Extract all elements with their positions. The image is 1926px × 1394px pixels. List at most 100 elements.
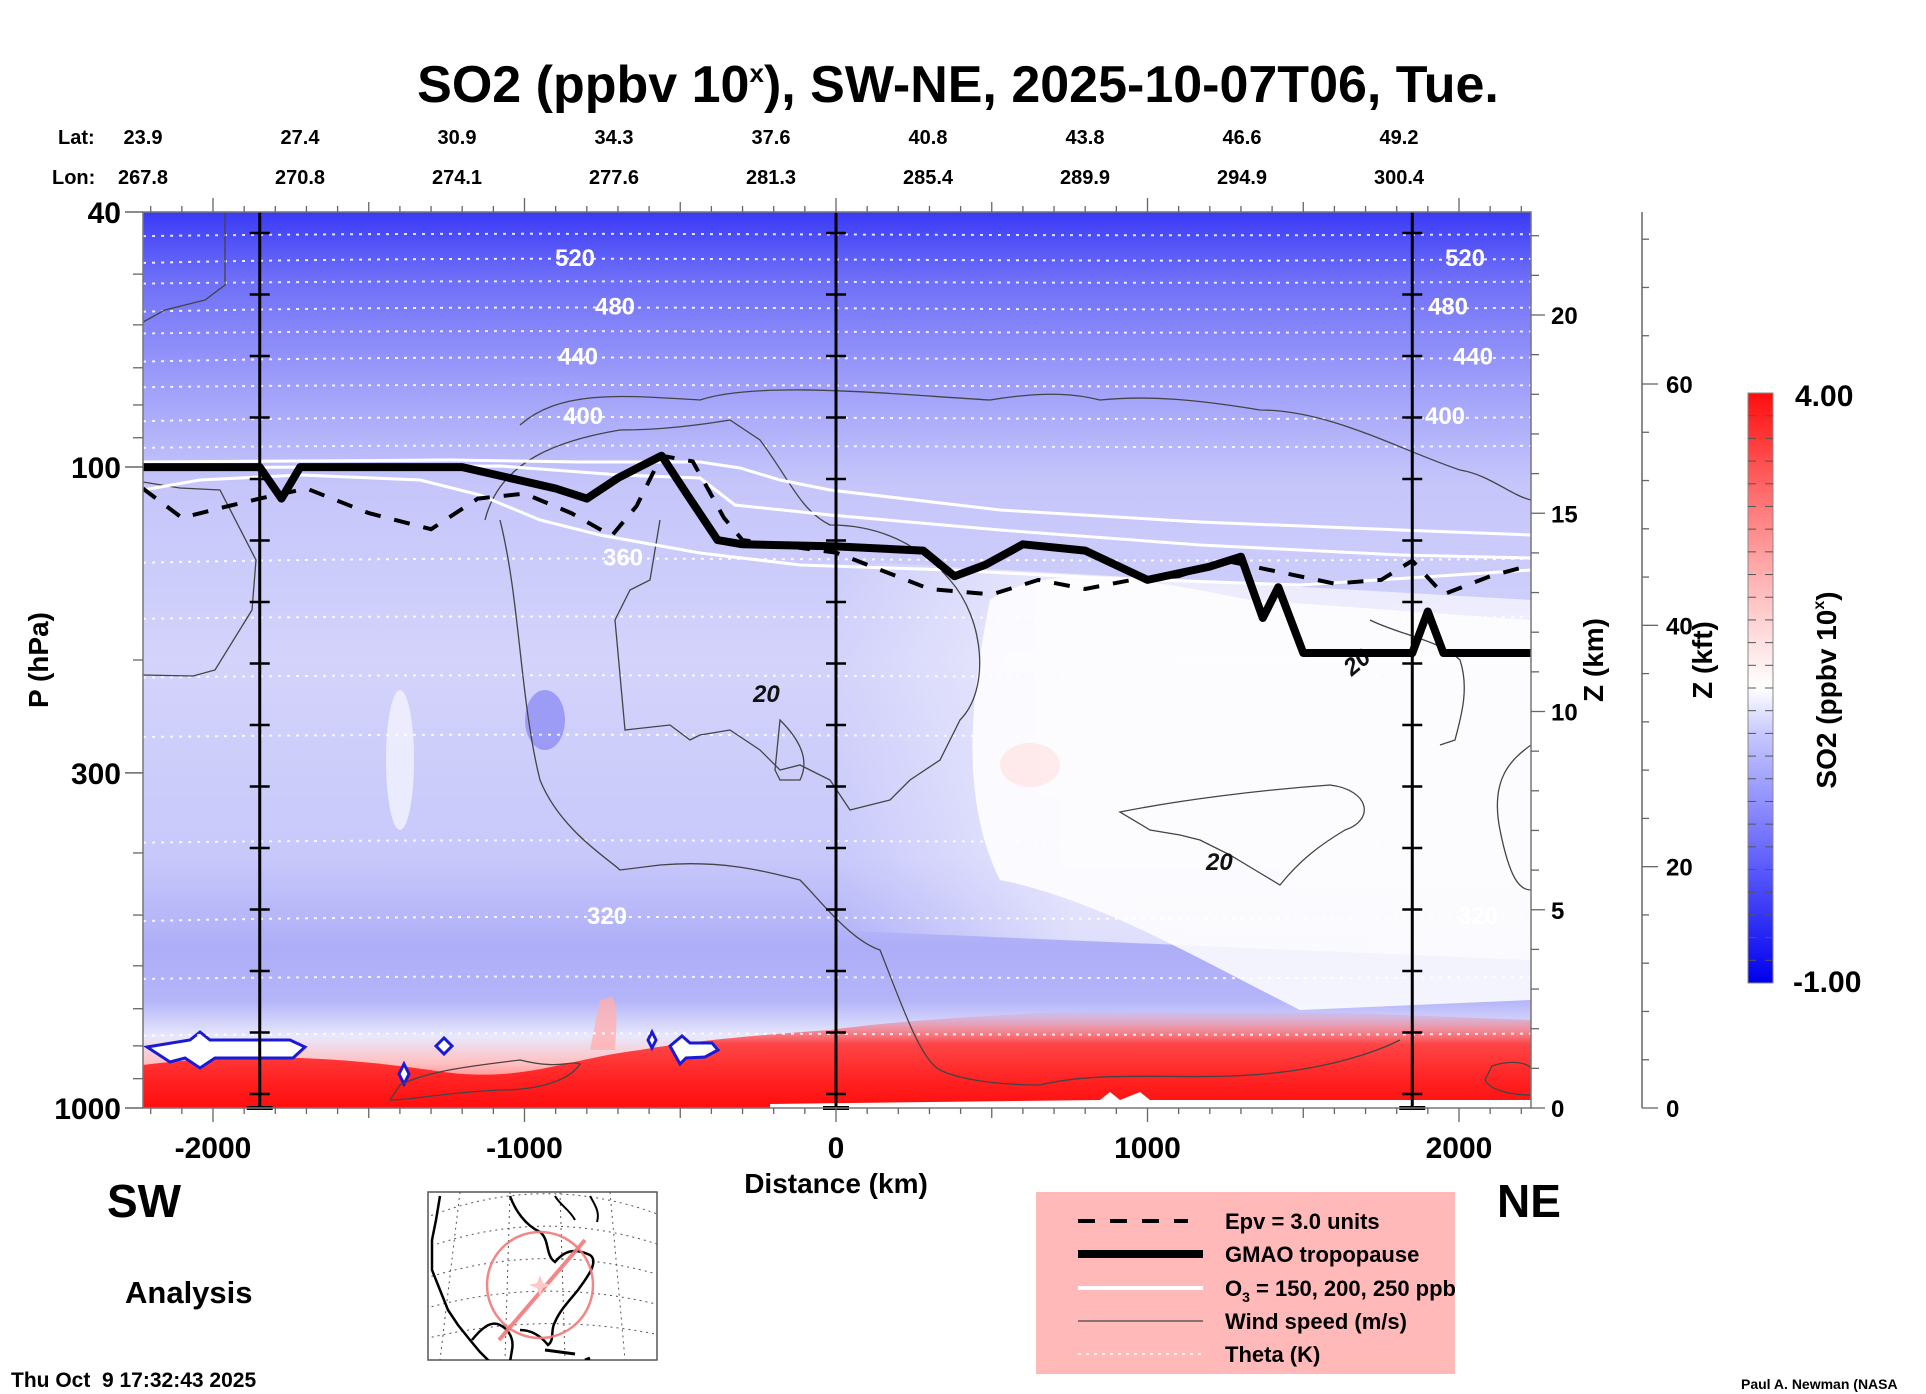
chart-title: SO2 (ppbv 10x), SW-NE, 2025-10-07T06, Tu… xyxy=(417,56,1499,114)
y-tick-label: 1000 xyxy=(54,1093,121,1126)
x-axis-title: Distance (km) xyxy=(744,1168,928,1199)
z-km-tick-label: 15 xyxy=(1551,501,1578,528)
so2-missing-blob xyxy=(646,1028,658,1052)
lat-label: Lat: xyxy=(58,127,95,149)
lon-value: 285.4 xyxy=(903,167,954,189)
theta-label: 440 xyxy=(558,344,598,371)
lon-value: 267.8 xyxy=(118,167,168,189)
z-kft-tick-label: 60 xyxy=(1666,372,1693,399)
wind-contour xyxy=(143,212,226,323)
theta-label: 320 xyxy=(587,903,627,930)
lat-value: 37.6 xyxy=(752,127,791,149)
x-tick-label: -2000 xyxy=(175,1132,252,1165)
wind-contour xyxy=(1369,619,1465,746)
map-frame xyxy=(427,1191,658,1361)
so2-dark-patch xyxy=(525,690,565,750)
y-tick-label: 300 xyxy=(71,758,121,791)
wind-contour xyxy=(388,1059,581,1101)
so2-surface-missing xyxy=(770,1092,1531,1108)
colorbar-max-label: 4.00 xyxy=(1795,380,1853,413)
lat-value: 43.8 xyxy=(1066,127,1105,149)
theta-contour xyxy=(143,915,1531,923)
epv-contour-path xyxy=(143,453,1531,597)
legend-label-tropopause: GMAO tropopause xyxy=(1225,1242,1419,1267)
wind-contour xyxy=(499,519,1401,1086)
legend-label-epv: Epv = 3.0 units xyxy=(1225,1209,1380,1234)
theta-contour xyxy=(143,330,1531,335)
wind-contour xyxy=(143,481,257,677)
lat-value: 49.2 xyxy=(1380,127,1419,149)
theta-contour xyxy=(143,975,1531,980)
lon-value: 277.6 xyxy=(589,167,639,189)
so2-pink-patch xyxy=(1000,743,1060,787)
colorbar-title: SO2 (ppbv 10x) xyxy=(1811,591,1842,788)
map-islands xyxy=(544,1348,591,1360)
colorbar: 4.00 -1.00 SO2 (ppbv 10x) xyxy=(1747,380,1861,999)
lon-value: 294.9 xyxy=(1217,167,1267,189)
colorbar-level-ticks xyxy=(1748,415,1773,961)
theta-contour xyxy=(143,306,1531,313)
lon-value: 289.9 xyxy=(1060,167,1110,189)
z-kft-axis-title: Z (kft) xyxy=(1687,621,1718,699)
x-tick-label: 0 xyxy=(828,1132,845,1165)
so2-missing-blob xyxy=(143,1030,308,1070)
theta-label: 400 xyxy=(1425,403,1465,430)
x-tick-label: 2000 xyxy=(1426,1132,1493,1165)
x-tick-label: -1000 xyxy=(486,1132,563,1165)
theta-label: 480 xyxy=(595,294,635,321)
wind-contour-label: 20 xyxy=(1205,849,1233,876)
y-axis-z-km: 0 5 10 15 20 xyxy=(1531,235,1578,1123)
lon-value: 281.3 xyxy=(746,167,796,189)
theta-contour xyxy=(143,1032,1531,1037)
wind-contour xyxy=(1484,1061,1531,1096)
lat-value: 46.6 xyxy=(1223,127,1262,149)
theta-label: 320 xyxy=(1458,903,1498,930)
lat-value: 30.9 xyxy=(438,127,477,149)
theta-contour xyxy=(143,444,1531,449)
theta-label: 360 xyxy=(603,545,643,572)
y-axis-title: P (hPa) xyxy=(23,612,54,708)
theta-label: 400 xyxy=(563,403,603,430)
ozone-contour-150 xyxy=(143,458,1531,537)
lat-value: 34.3 xyxy=(595,127,634,149)
theta-label: 520 xyxy=(1445,245,1485,272)
theta-contour xyxy=(143,674,1531,679)
legend-label-ozone: O3 = 150, 200, 250 ppb xyxy=(1225,1276,1456,1305)
theta-contour xyxy=(143,615,1531,620)
so2-missing-blob xyxy=(668,1034,721,1067)
z-kft-tick-label: 20 xyxy=(1666,855,1693,882)
lon-value: 274.1 xyxy=(432,167,482,189)
sw-label: SW xyxy=(107,1175,182,1227)
theta-label: 480 xyxy=(1428,294,1468,321)
theta-label: 440 xyxy=(1453,344,1493,371)
y-axis-z-kft: 0 20 40 60 xyxy=(1641,212,1693,1123)
wind-contour xyxy=(774,718,805,781)
theta-contour xyxy=(143,280,1531,285)
z-kft-tick-label: 0 xyxy=(1666,1096,1679,1123)
so2-red-plume xyxy=(590,997,617,1050)
lat-value: 23.9 xyxy=(124,127,163,149)
wind-contour xyxy=(1118,784,1365,886)
ne-label: NE xyxy=(1497,1175,1561,1227)
x-tick-label: 1000 xyxy=(1114,1132,1181,1165)
y-axis-pressure: 40 100 300 1000 xyxy=(54,197,143,1126)
z-kft-tick-label: 40 xyxy=(1666,613,1693,640)
lon-value: 300.4 xyxy=(1374,167,1425,189)
theta-contour xyxy=(143,356,1531,363)
theta-contour xyxy=(143,257,1531,264)
legend-label-wind: Wind speed (m/s) xyxy=(1225,1309,1407,1334)
tropopause-line xyxy=(143,451,1531,657)
lat-value: 27.4 xyxy=(281,127,321,149)
map-coastline xyxy=(554,1195,599,1223)
y-tick-label: 40 xyxy=(88,197,121,230)
lon-value: 270.8 xyxy=(275,167,325,189)
timestamp: Thu Oct 9 17:32:43 2025 xyxy=(11,1369,256,1392)
so2-missing-blob xyxy=(433,1035,455,1057)
x-axis: -2000 -1000 0 1000 2000 xyxy=(150,198,1522,1165)
so2-transition-region xyxy=(830,560,1531,960)
z-km-axis-title: Z (km) xyxy=(1578,618,1609,702)
epv-contour xyxy=(143,453,1531,597)
theta-contour xyxy=(143,232,1531,238)
